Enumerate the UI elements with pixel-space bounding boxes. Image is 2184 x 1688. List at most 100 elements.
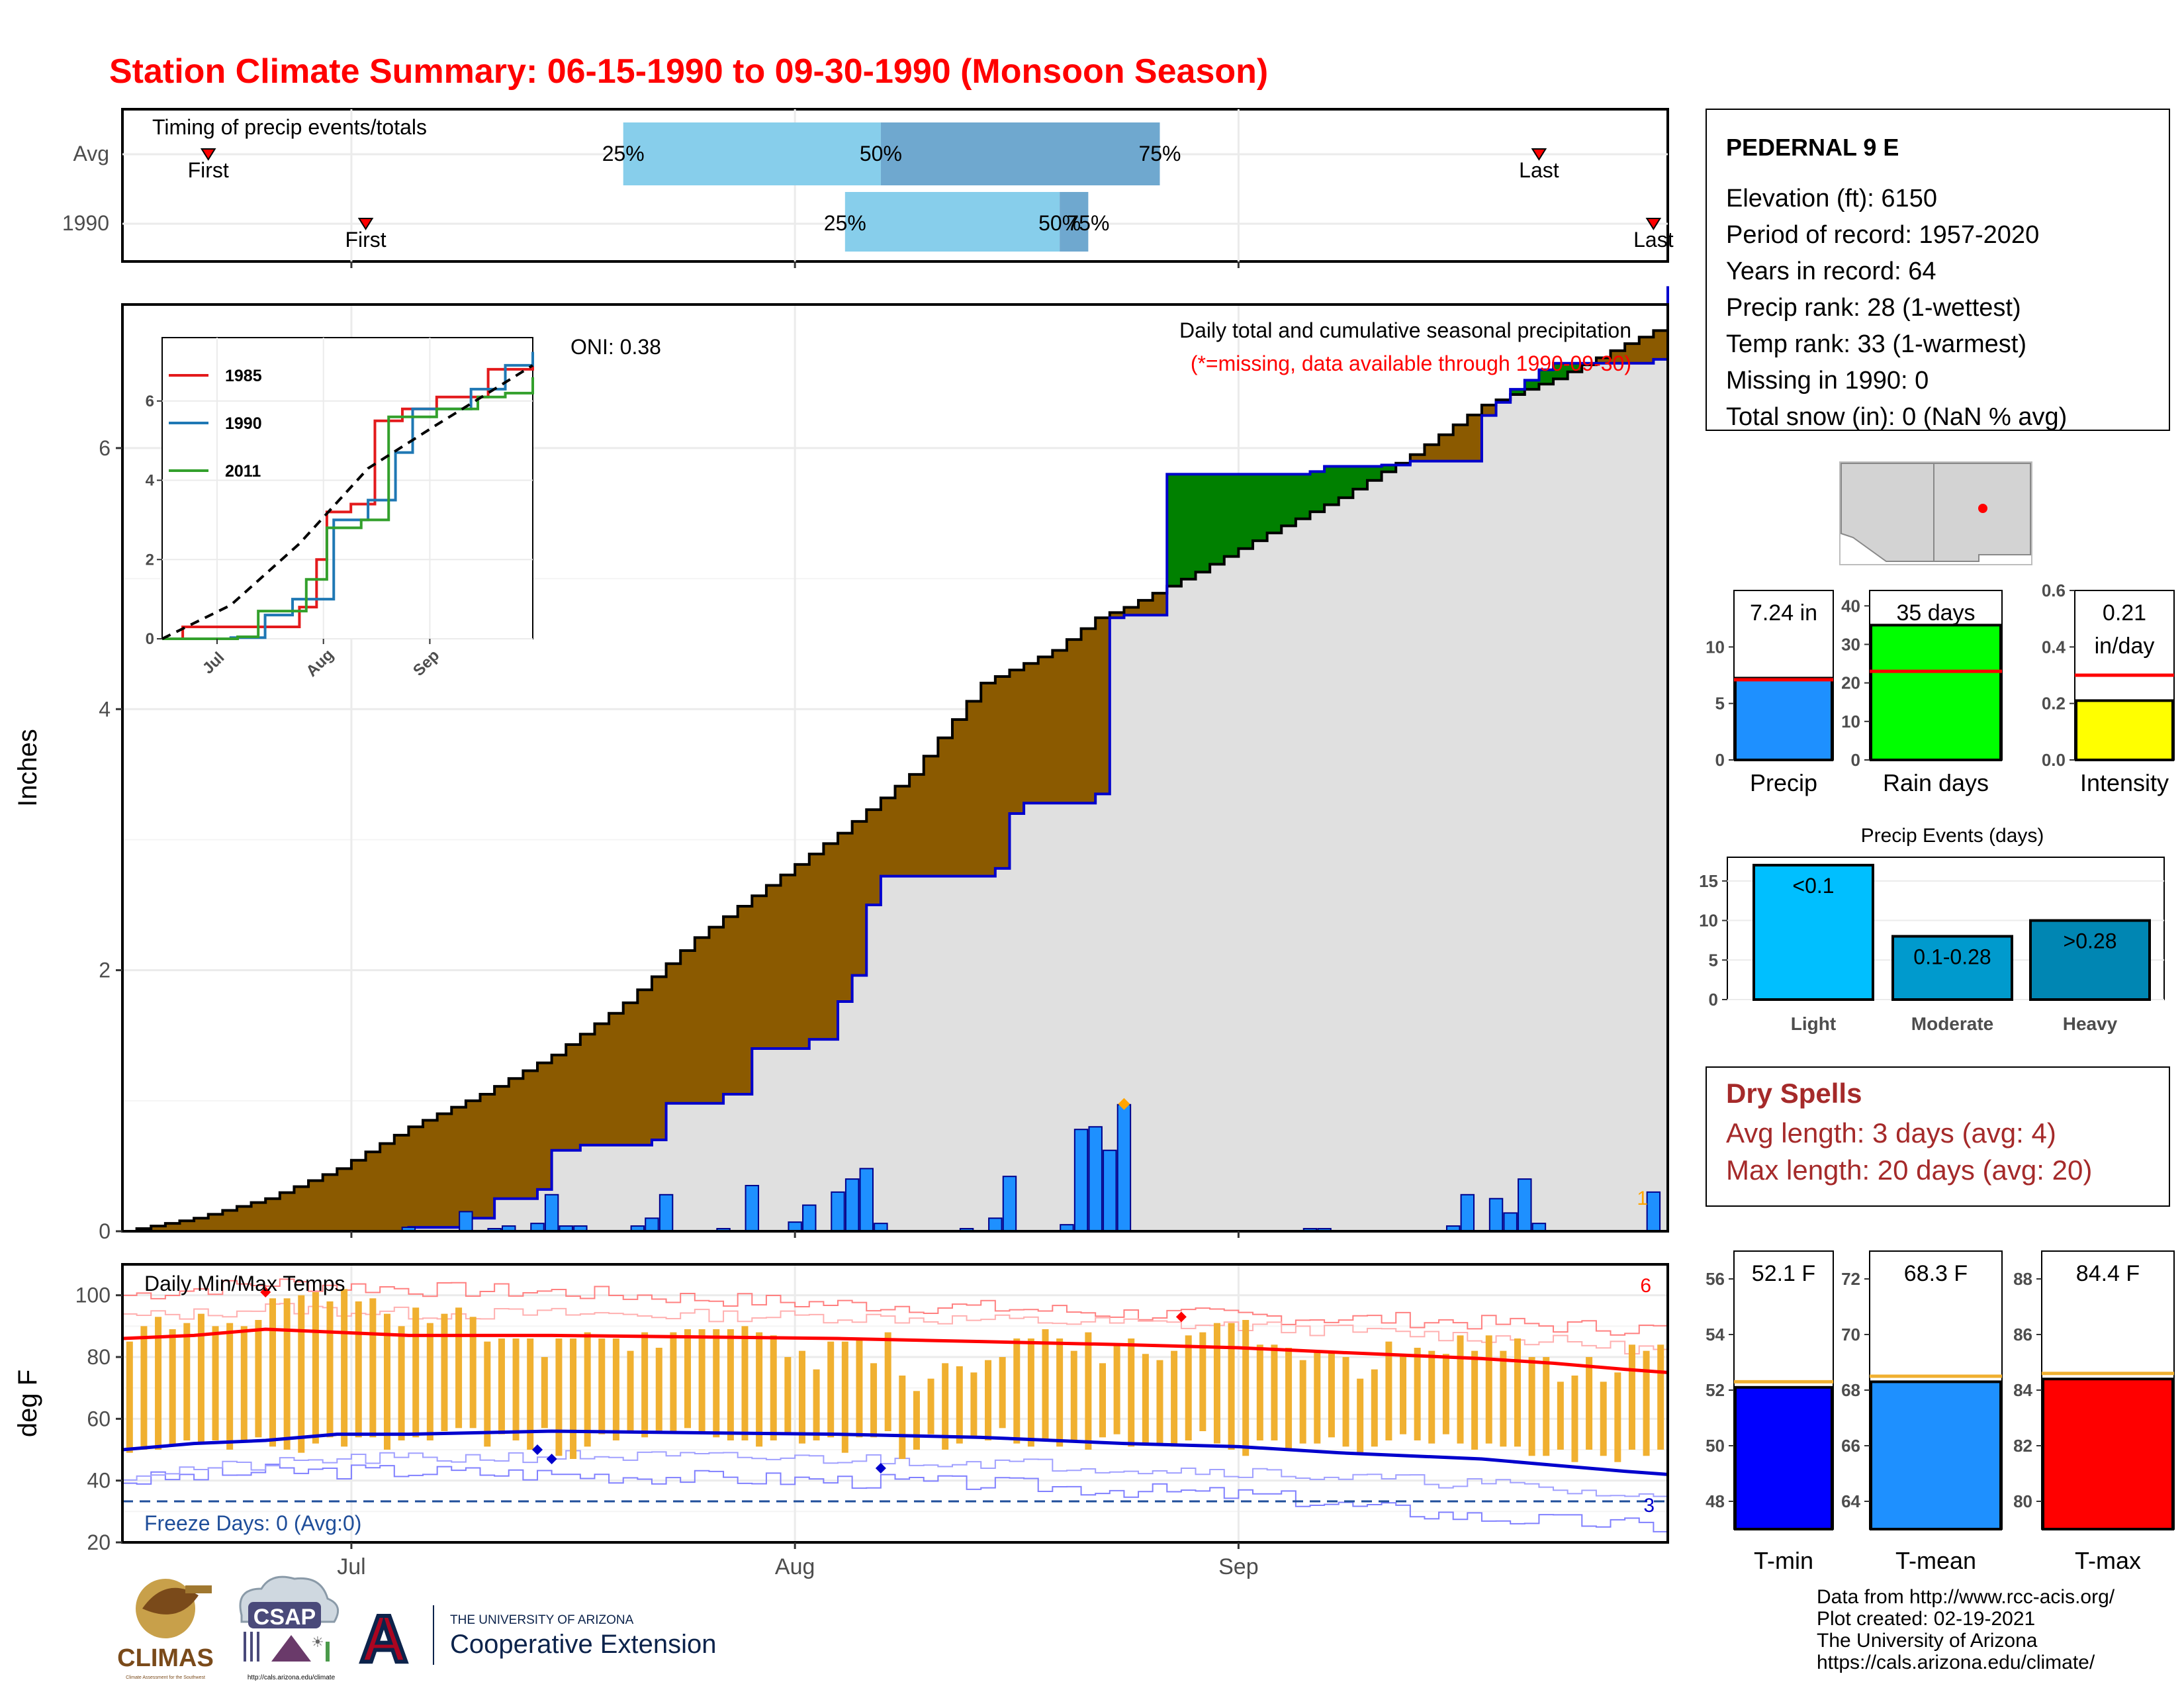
precip-events-title: Precip Events (days)	[1861, 825, 2044, 847]
daily-temp-bar	[1628, 1344, 1635, 1450]
record-temp-marker	[875, 1463, 886, 1474]
events-bar-label: <0.1	[1792, 874, 1834, 898]
daily-temp-bar	[469, 1317, 477, 1429]
oni-annotation: ONI: 0.38	[570, 335, 661, 359]
record-low-line	[122, 1464, 1668, 1532]
timing-q25-q50-bar	[844, 192, 1060, 252]
daily-precip-bar	[1518, 1178, 1532, 1232]
daily-temp-bar	[312, 1292, 319, 1444]
avg-tmax-line	[122, 1327, 1668, 1374]
freeze-days-label: Freeze Days: 0 (Avg:0)	[144, 1511, 361, 1535]
t-min-x-label: T-min	[1754, 1547, 1813, 1574]
daily-temp-bar	[1113, 1344, 1120, 1434]
intensity-y-tick-label: 0.4	[2042, 637, 2066, 657]
daily-temp-bar	[670, 1332, 677, 1431]
daily-precip-bar	[645, 1217, 659, 1233]
timing-q50-label: 50%	[860, 142, 902, 165]
daily-temp-bar	[727, 1329, 734, 1440]
daily-temp-bar	[856, 1338, 863, 1438]
daily-temp-bar	[1213, 1323, 1220, 1444]
daily-temp-bar	[1428, 1350, 1435, 1444]
daily-temp-bar	[226, 1323, 234, 1450]
temp-x-tick-label: Aug	[775, 1554, 815, 1579]
station-info-line: Period of record: 1957-2020	[1726, 221, 2039, 249]
station-location-marker	[1978, 504, 1987, 513]
timing-q25-label: 25%	[824, 211, 866, 235]
timing-q25-label: 25%	[602, 142, 645, 165]
daily-temp-bar	[441, 1313, 448, 1431]
credits: Data from http://www.rcc-acis.org/ Plot …	[1817, 1586, 2115, 1673]
daily-precip-bar	[659, 1194, 674, 1232]
station-info-box: PEDERNAL 9 E Elevation (ft): 6150 Period …	[1706, 109, 2170, 431]
daily-temp-bar	[126, 1341, 133, 1453]
daily-temp-bar	[655, 1348, 662, 1431]
daily-temp-bar	[813, 1369, 820, 1440]
precip-y-axis-label: Inches	[13, 729, 42, 807]
timing-q75-label: 75%	[1067, 211, 1109, 235]
t-max-y-tick-label: 82	[2013, 1436, 2032, 1456]
svg-text:http://cals.arizona.edu/climat: http://cals.arizona.edu/climate	[248, 1674, 336, 1681]
daily-temp-bar	[1171, 1350, 1178, 1447]
daily-precip-bar	[1503, 1212, 1518, 1233]
temp-y-tick-label: 40	[87, 1469, 111, 1493]
daily-temp-bar	[1571, 1376, 1578, 1462]
svg-text:Cooperative Extension: Cooperative Extension	[450, 1630, 716, 1659]
daily-temp-bar	[298, 1295, 305, 1453]
t-mean-y-tick-label: 68	[1841, 1380, 1860, 1400]
daily-precip-bar	[1002, 1176, 1017, 1233]
record-temp-marker	[546, 1454, 557, 1464]
credit-url: https://cals.arizona.edu/climate/	[1817, 1652, 2095, 1673]
rain-days-y-tick-label: 10	[1841, 712, 1860, 731]
precip-total-value-label: 7.24 in	[1750, 600, 1817, 626]
daily-temp-bar	[641, 1332, 649, 1438]
t-min-chart: 48 50 52 54 56 52.1 F T-min	[1706, 1250, 1834, 1574]
daily-temp-bar	[1328, 1350, 1335, 1438]
timing-q50-q75-bar	[880, 122, 1160, 185]
daily-temp-bar	[1557, 1382, 1564, 1450]
events-bar-moderate	[1891, 935, 2013, 1002]
daily-temp-bar	[927, 1378, 934, 1434]
daily-precip-bar	[544, 1194, 559, 1232]
daily-temp-bar	[255, 1320, 262, 1438]
station-name: PEDERNAL 9 E	[1726, 134, 1899, 161]
daily-temp-bar	[1070, 1350, 1077, 1440]
t-min-y-tick-label: 56	[1706, 1269, 1725, 1289]
record-temp-marker	[260, 1287, 271, 1297]
daily-temp-bar	[1657, 1344, 1664, 1450]
t-mean-x-label: T-mean	[1895, 1547, 1976, 1574]
daily-precip-bar	[1646, 1191, 1661, 1233]
inset-y-tick-label: 4	[146, 472, 155, 490]
timing-last-marker	[1531, 148, 1547, 161]
precip-panel-subtitle: (*=missing, data available through 1990-…	[1191, 352, 1631, 375]
temp-x-tick-label: Jul	[337, 1554, 365, 1579]
record-temp-marker	[531, 1444, 543, 1455]
timing-first-marker	[200, 148, 216, 161]
inset-legend-label: 1985	[225, 367, 262, 385]
daily-temp-bar	[1614, 1372, 1621, 1462]
temp-y-axis-label: deg F	[13, 1370, 42, 1437]
intensity-value-label: 0.21	[2103, 600, 2146, 626]
temperature-panel: Daily Min/Max Temps Freeze Days: 0 (Avg:…	[13, 1263, 1669, 1579]
daily-temp-bar	[326, 1301, 334, 1438]
avg-tmin-line	[122, 1429, 1668, 1476]
daily-precip-bar	[988, 1217, 1003, 1233]
daily-temp-bar	[140, 1326, 148, 1450]
daily-temp-bar	[899, 1376, 906, 1459]
events-y-tick-label: 15	[1699, 871, 1718, 891]
daily-temp-bar	[684, 1329, 692, 1429]
temp-y-tick-label: 60	[87, 1407, 111, 1430]
daily-temp-bar	[269, 1298, 277, 1447]
intensity-y-tick-label: 0.2	[2042, 694, 2066, 714]
events-y-tick-label: 0	[1709, 990, 1718, 1009]
daily-temp-bar	[498, 1338, 505, 1434]
station-info-line: Precip rank: 28 (1-wettest)	[1726, 294, 2021, 322]
daily-temp-bar	[627, 1350, 634, 1431]
daily-temp-bar	[369, 1298, 377, 1438]
daily-temp-bar	[155, 1317, 162, 1450]
events-x-tick-label: Moderate	[1911, 1013, 1993, 1034]
timing-q25-q50-bar	[623, 122, 881, 185]
events-bar-heavy	[2029, 919, 2151, 1001]
precip-panel-title: Daily total and cumulative seasonal prec…	[1179, 318, 1631, 342]
station-info-line: Years in record: 64	[1726, 258, 1936, 285]
t-mean-value-label: 68.3 F	[1904, 1261, 1968, 1286]
